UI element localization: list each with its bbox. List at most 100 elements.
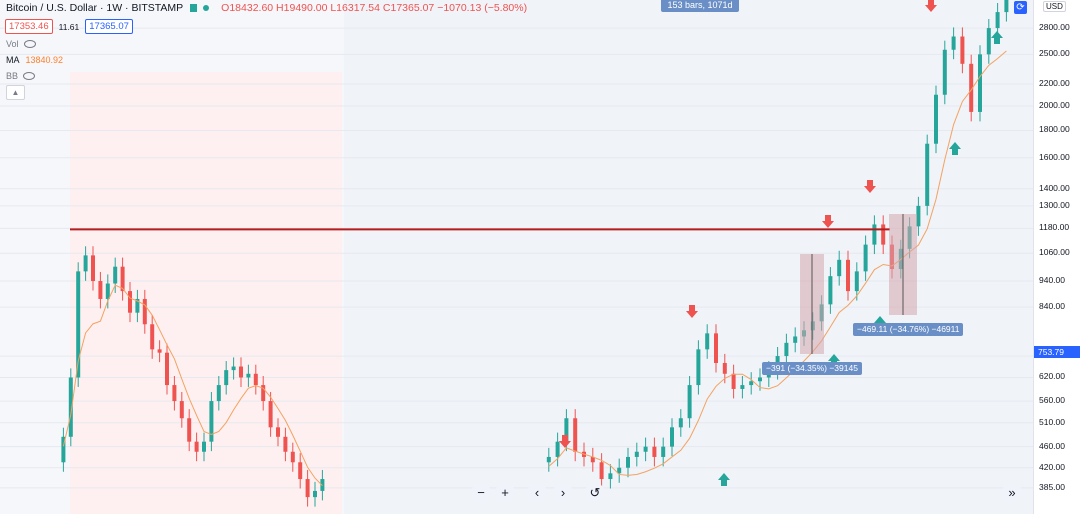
spread: 11.61	[58, 21, 80, 32]
candle	[120, 266, 125, 292]
indicator-bb[interactable]: BB	[6, 71, 36, 81]
candle	[239, 366, 243, 378]
indicator-vol[interactable]: Vol	[6, 39, 36, 49]
candle	[283, 436, 288, 452]
symbol-title[interactable]: Bitcoin / U.S. Dollar · 1W · BITSTAMP	[6, 2, 184, 14]
zoom-out-button[interactable]: −	[471, 483, 491, 503]
price-tick-2: 2200.00	[1039, 77, 1070, 88]
currency-button[interactable]: USD	[1043, 1, 1066, 12]
candle	[76, 271, 81, 378]
price-tick-10: 940.00	[1039, 275, 1065, 286]
candle	[687, 385, 692, 419]
price-tick-4: 1800.00	[1039, 124, 1070, 135]
price-tick-6: 1400.00	[1039, 182, 1070, 193]
sell-arrow-icon	[686, 305, 698, 318]
indicator-ma[interactable]: MA 13840.92	[6, 55, 64, 65]
candle	[224, 370, 229, 386]
reset-chart-button[interactable]: ↺	[585, 483, 605, 503]
candle	[678, 418, 683, 428]
price-tick-17: 420.00	[1039, 461, 1065, 472]
sync-icon[interactable]: ⟳	[1014, 1, 1027, 14]
candle	[960, 36, 965, 64]
candle	[98, 281, 103, 299]
ma-line	[62, 50, 1007, 486]
zoom-in-button[interactable]: +	[495, 483, 515, 503]
candle	[135, 298, 140, 313]
candle	[978, 54, 982, 112]
chevron-up-icon[interactable]: ▲	[6, 85, 25, 100]
scroll-right-button[interactable]: ›	[553, 483, 573, 503]
candle	[157, 349, 162, 353]
price-tick-14: 560.00	[1039, 395, 1065, 406]
candle	[916, 205, 921, 227]
ma-value: 13840.92	[25, 55, 64, 65]
measurement-label-2: −469.11 (−34.76%) −46911	[853, 323, 964, 336]
candle	[942, 49, 947, 95]
buy-arrow-icon	[991, 31, 1003, 44]
eye-icon[interactable]	[23, 72, 36, 80]
candle	[253, 373, 258, 386]
eye-icon[interactable]	[23, 40, 36, 48]
candle	[934, 94, 938, 144]
candle	[828, 276, 833, 305]
candle	[881, 224, 886, 245]
candle	[546, 456, 551, 463]
candle	[61, 436, 66, 463]
candles	[61, 0, 1009, 507]
candle	[749, 381, 754, 386]
buy-arrow-icon	[949, 142, 961, 155]
price-tick-16: 460.00	[1039, 440, 1065, 451]
price-tick-3: 2000.00	[1039, 100, 1070, 111]
candle	[793, 336, 798, 343]
ask-price[interactable]: 17365.07	[85, 19, 133, 34]
ohlc-values: O18432.60 H19490.00 L16317.54 C17365.07 …	[221, 2, 528, 14]
candle	[298, 462, 303, 480]
candle	[608, 473, 613, 480]
candle	[268, 401, 273, 428]
current-price-label: 753.79	[1034, 346, 1080, 358]
candle	[172, 385, 177, 402]
candle	[872, 224, 877, 245]
price-tick-11: 840.00	[1039, 301, 1065, 312]
candle	[290, 451, 295, 463]
price-tick-13: 620.00	[1039, 371, 1065, 382]
candle	[714, 333, 718, 363]
market-status-icon	[203, 5, 210, 11]
candle	[305, 479, 310, 498]
price-tick-9: 1060.00	[1039, 247, 1070, 258]
sell-arrow-icon	[559, 435, 571, 448]
candle	[83, 255, 88, 272]
candle	[590, 456, 595, 463]
candle	[68, 377, 73, 437]
chart-header: Bitcoin / U.S. Dollar · 1W · BITSTAMP O1…	[6, 1, 531, 15]
measurement-label-1: −391 (−34.35%) −39145	[762, 362, 862, 375]
scroll-left-button[interactable]: ‹	[527, 483, 547, 503]
candle	[643, 446, 648, 452]
candle	[661, 446, 666, 457]
candle	[696, 349, 701, 386]
price-axis[interactable]	[1033, 0, 1080, 514]
candle	[313, 490, 317, 498]
sell-arrow-icon	[925, 0, 937, 12]
candle	[1004, 0, 1009, 13]
price-tick-7: 1300.00	[1039, 199, 1070, 210]
bid-price[interactable]: 17353.46	[5, 19, 53, 34]
candle	[784, 342, 789, 357]
candle	[617, 467, 622, 474]
candle	[246, 373, 251, 378]
candle	[722, 362, 727, 374]
candle	[731, 373, 736, 389]
candle	[150, 324, 155, 350]
price-tick-1: 2500.00	[1039, 48, 1070, 59]
scroll-to-latest-button[interactable]: »	[1002, 483, 1022, 503]
candle	[194, 441, 199, 452]
candle	[670, 427, 674, 447]
candle	[142, 298, 147, 325]
price-tick-5: 1600.00	[1039, 151, 1070, 162]
candle	[758, 377, 762, 382]
candle	[925, 143, 930, 206]
candle	[986, 28, 991, 55]
flag-icon[interactable]	[190, 4, 198, 12]
candle	[599, 462, 604, 480]
